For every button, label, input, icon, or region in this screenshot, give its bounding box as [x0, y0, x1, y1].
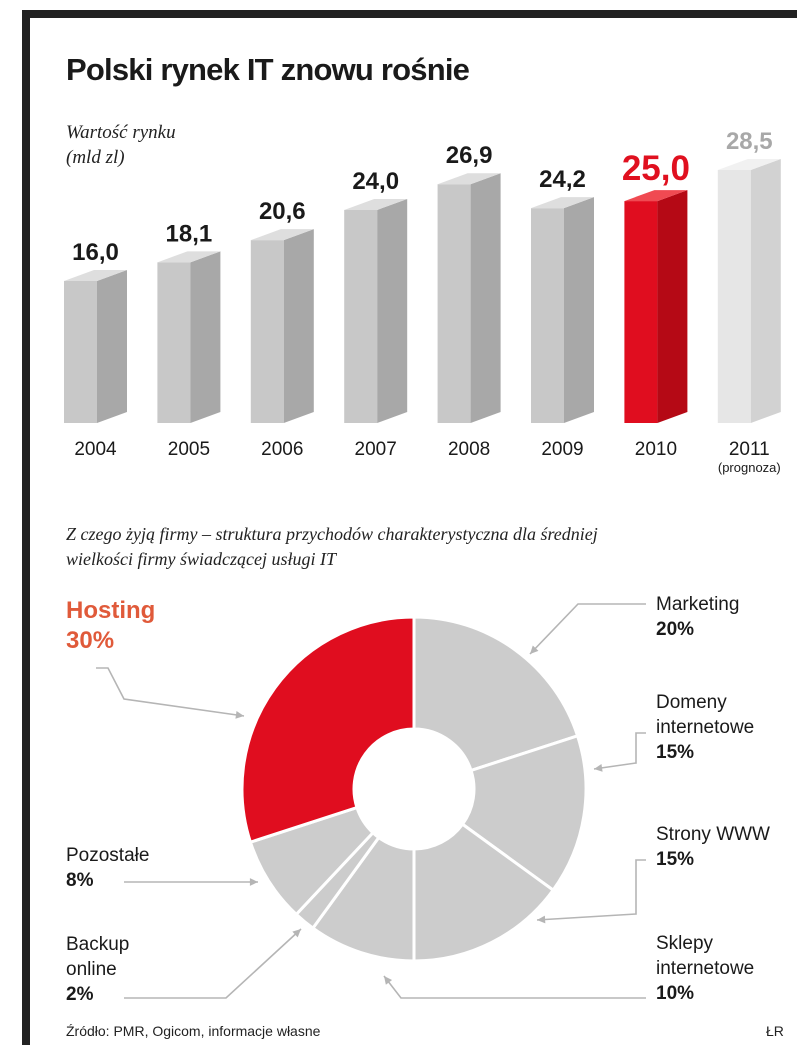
slice-label-marketing: Marketing 20%: [656, 592, 739, 642]
bar-side-2008: [470, 173, 501, 423]
frame-left-rule: [22, 10, 30, 1045]
slice-name-marketing: Marketing: [656, 594, 740, 615]
bar-front-2005: [157, 262, 191, 423]
slice-name-pozostale: Pozostałe: [66, 845, 150, 866]
x-tick-label-2005: 2005: [168, 439, 210, 460]
bar-top-2006: [250, 229, 314, 241]
bar-front-2008: [437, 184, 471, 423]
slice-label-backup: Backup online 2%: [66, 932, 129, 1007]
x-tick-label-2011: 2011: [729, 439, 770, 460]
x-tick-label-2007: 2007: [355, 439, 397, 460]
bar-front-2006: [250, 240, 284, 423]
x-tick-label-2004: 2004: [74, 439, 117, 460]
y-axis-label: Wartość rynku: [66, 122, 176, 143]
bar-top-2011: [717, 159, 781, 170]
slice-label-hosting: Hosting 30%: [66, 596, 155, 656]
slice-value-backup: 2%: [66, 984, 94, 1005]
bar-front-2007: [344, 209, 378, 423]
bar-top-2005: [157, 251, 221, 263]
bar-value-label-2009: 24,2: [539, 166, 586, 193]
bar-chart: 16,0 2004 18,1 2005 20,6 2006 24,0 2007 26,9 2008…: [64, 128, 781, 475]
slice-label-strony-www: Strony WWW 15%: [656, 822, 770, 872]
bar-side-2005: [190, 251, 221, 423]
bar-front-2010: [624, 201, 658, 423]
bar-side-2011: [750, 159, 781, 423]
leader-arrow-marketing: [530, 645, 539, 654]
bar-side-2010: [657, 190, 688, 423]
x-tick-note-2011: (prognoza): [718, 460, 781, 475]
chart-title: Polski rynek IT znowu rośnie: [66, 52, 470, 87]
bar-value-label-2006: 20,6: [259, 198, 306, 225]
bar-front-2009: [531, 208, 564, 423]
slice-name-domeny-line-2: internetowe: [656, 717, 755, 738]
slice-value-marketing: 20%: [656, 619, 695, 640]
x-tick-label-2008: 2008: [448, 439, 490, 460]
frame-top-rule: [22, 10, 797, 18]
leader-arrow-pozostale: [249, 878, 258, 886]
slice-value-strony-www: 15%: [656, 849, 695, 870]
slice-name-strony-www: Strony WWW: [656, 824, 770, 845]
leader-line-marketing: [529, 603, 646, 655]
author-initials: ŁR: [766, 1023, 784, 1039]
slice-value-pozostale: 8%: [66, 870, 94, 891]
slice-label-sklepy: Sklepy internetowe 10%: [656, 931, 754, 1006]
pie-title-line-1: Z czego żyją firmy – struktura przychodó…: [66, 524, 598, 544]
slice-label-domeny: Domeny internetowe 15%: [656, 690, 754, 765]
slice-marketing: [412, 615, 580, 773]
leader-arrow-hosting: [235, 710, 244, 719]
slice-value-sklepy: 10%: [656, 983, 695, 1004]
slice-name-sklepy-line-2: internetowe: [656, 958, 755, 979]
y-axis-unit-label: (mld zl): [66, 147, 125, 168]
bar-value-label-2010: 25,0: [622, 149, 690, 188]
x-tick-label-2010: 2010: [635, 439, 677, 460]
bar-side-2009: [564, 197, 594, 423]
pie-title-line-2: wielkości firmy świadczącej usługi IT: [66, 549, 336, 569]
slice-name-sklepy-line-1: Sklepy: [656, 933, 714, 954]
source-note: Źródło: PMR, Ogicom, informacje własne: [66, 1023, 321, 1039]
slice-name-hosting: Hosting: [66, 597, 156, 624]
leader-line-hosting: [96, 667, 245, 717]
leader-line-strony-www: [536, 859, 646, 921]
bar-top-2004: [64, 269, 127, 281]
leader-line-backup: [124, 928, 302, 999]
x-tick-label-2006: 2006: [261, 439, 303, 460]
bar-top-2009: [531, 197, 594, 209]
bar-value-label-2004: 16,0: [72, 239, 119, 266]
bar-side-2006: [283, 229, 314, 423]
bar-value-label-2011: 28,5: [726, 128, 773, 155]
bar-side-2007: [377, 198, 408, 423]
bar-top-2010: [624, 190, 688, 202]
slice-strony-www: [412, 822, 556, 963]
slice-name-domeny-line-1: Domeny: [656, 692, 727, 713]
bar-value-label-2005: 18,1: [166, 220, 213, 247]
bar-value-label-2007: 24,0: [352, 168, 399, 195]
leader-arrow-domeny: [594, 763, 603, 772]
bar-value-label-2008: 26,9: [446, 142, 493, 169]
slice-value-hosting: 30%: [66, 627, 115, 654]
slice-name-backup-line-2: online: [66, 959, 117, 980]
bar-top-2007: [344, 198, 408, 210]
slice-domeny-internetowe: [460, 733, 588, 893]
bar-side-2004: [97, 269, 127, 423]
leader-line-domeny: [593, 732, 646, 770]
x-tick-label-2009: 2009: [541, 439, 583, 460]
leader-arrow-sklepy: [384, 976, 393, 985]
leader-line-sklepy: [383, 975, 646, 999]
bar-front-2011: [717, 170, 751, 423]
slice-name-backup-line-1: Backup: [66, 934, 130, 955]
slice-label-pozostale: Pozostałe 8%: [66, 843, 149, 893]
bar-front-2004: [64, 280, 97, 423]
slice-hosting: [240, 615, 416, 845]
leader-arrow-backup: [292, 929, 301, 938]
slice-value-domeny: 15%: [656, 742, 695, 763]
bar-top-2008: [437, 173, 501, 185]
leader-arrow-strony-www: [537, 915, 546, 924]
